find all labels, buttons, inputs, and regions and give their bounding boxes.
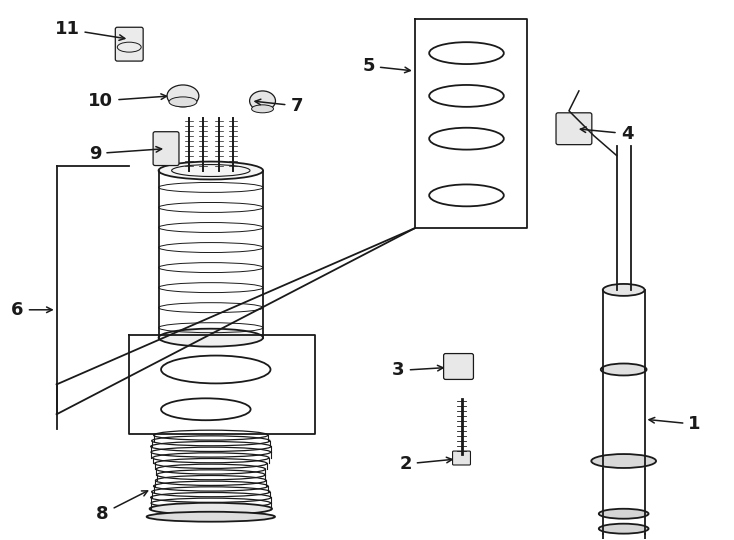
Ellipse shape	[601, 363, 647, 375]
Ellipse shape	[592, 454, 656, 468]
Text: 8: 8	[96, 491, 148, 523]
Text: 3: 3	[392, 361, 443, 380]
Text: 11: 11	[54, 20, 125, 40]
Text: 7: 7	[255, 97, 303, 115]
Ellipse shape	[159, 329, 263, 347]
Ellipse shape	[599, 524, 649, 534]
Ellipse shape	[159, 161, 263, 179]
FancyBboxPatch shape	[556, 113, 592, 145]
FancyBboxPatch shape	[443, 354, 473, 380]
Text: 10: 10	[88, 92, 167, 110]
Ellipse shape	[599, 509, 649, 519]
Text: 6: 6	[11, 301, 52, 319]
Text: 4: 4	[581, 125, 633, 143]
Text: 1: 1	[649, 415, 701, 433]
Ellipse shape	[147, 512, 275, 522]
Ellipse shape	[603, 284, 644, 296]
FancyBboxPatch shape	[153, 132, 179, 166]
Text: 5: 5	[363, 57, 410, 75]
Ellipse shape	[150, 503, 272, 515]
Ellipse shape	[169, 97, 197, 107]
Text: 2: 2	[399, 455, 452, 473]
FancyBboxPatch shape	[453, 451, 470, 465]
Ellipse shape	[250, 91, 275, 111]
Ellipse shape	[167, 85, 199, 107]
FancyBboxPatch shape	[115, 27, 143, 61]
Ellipse shape	[252, 105, 274, 113]
Text: 9: 9	[89, 145, 161, 163]
